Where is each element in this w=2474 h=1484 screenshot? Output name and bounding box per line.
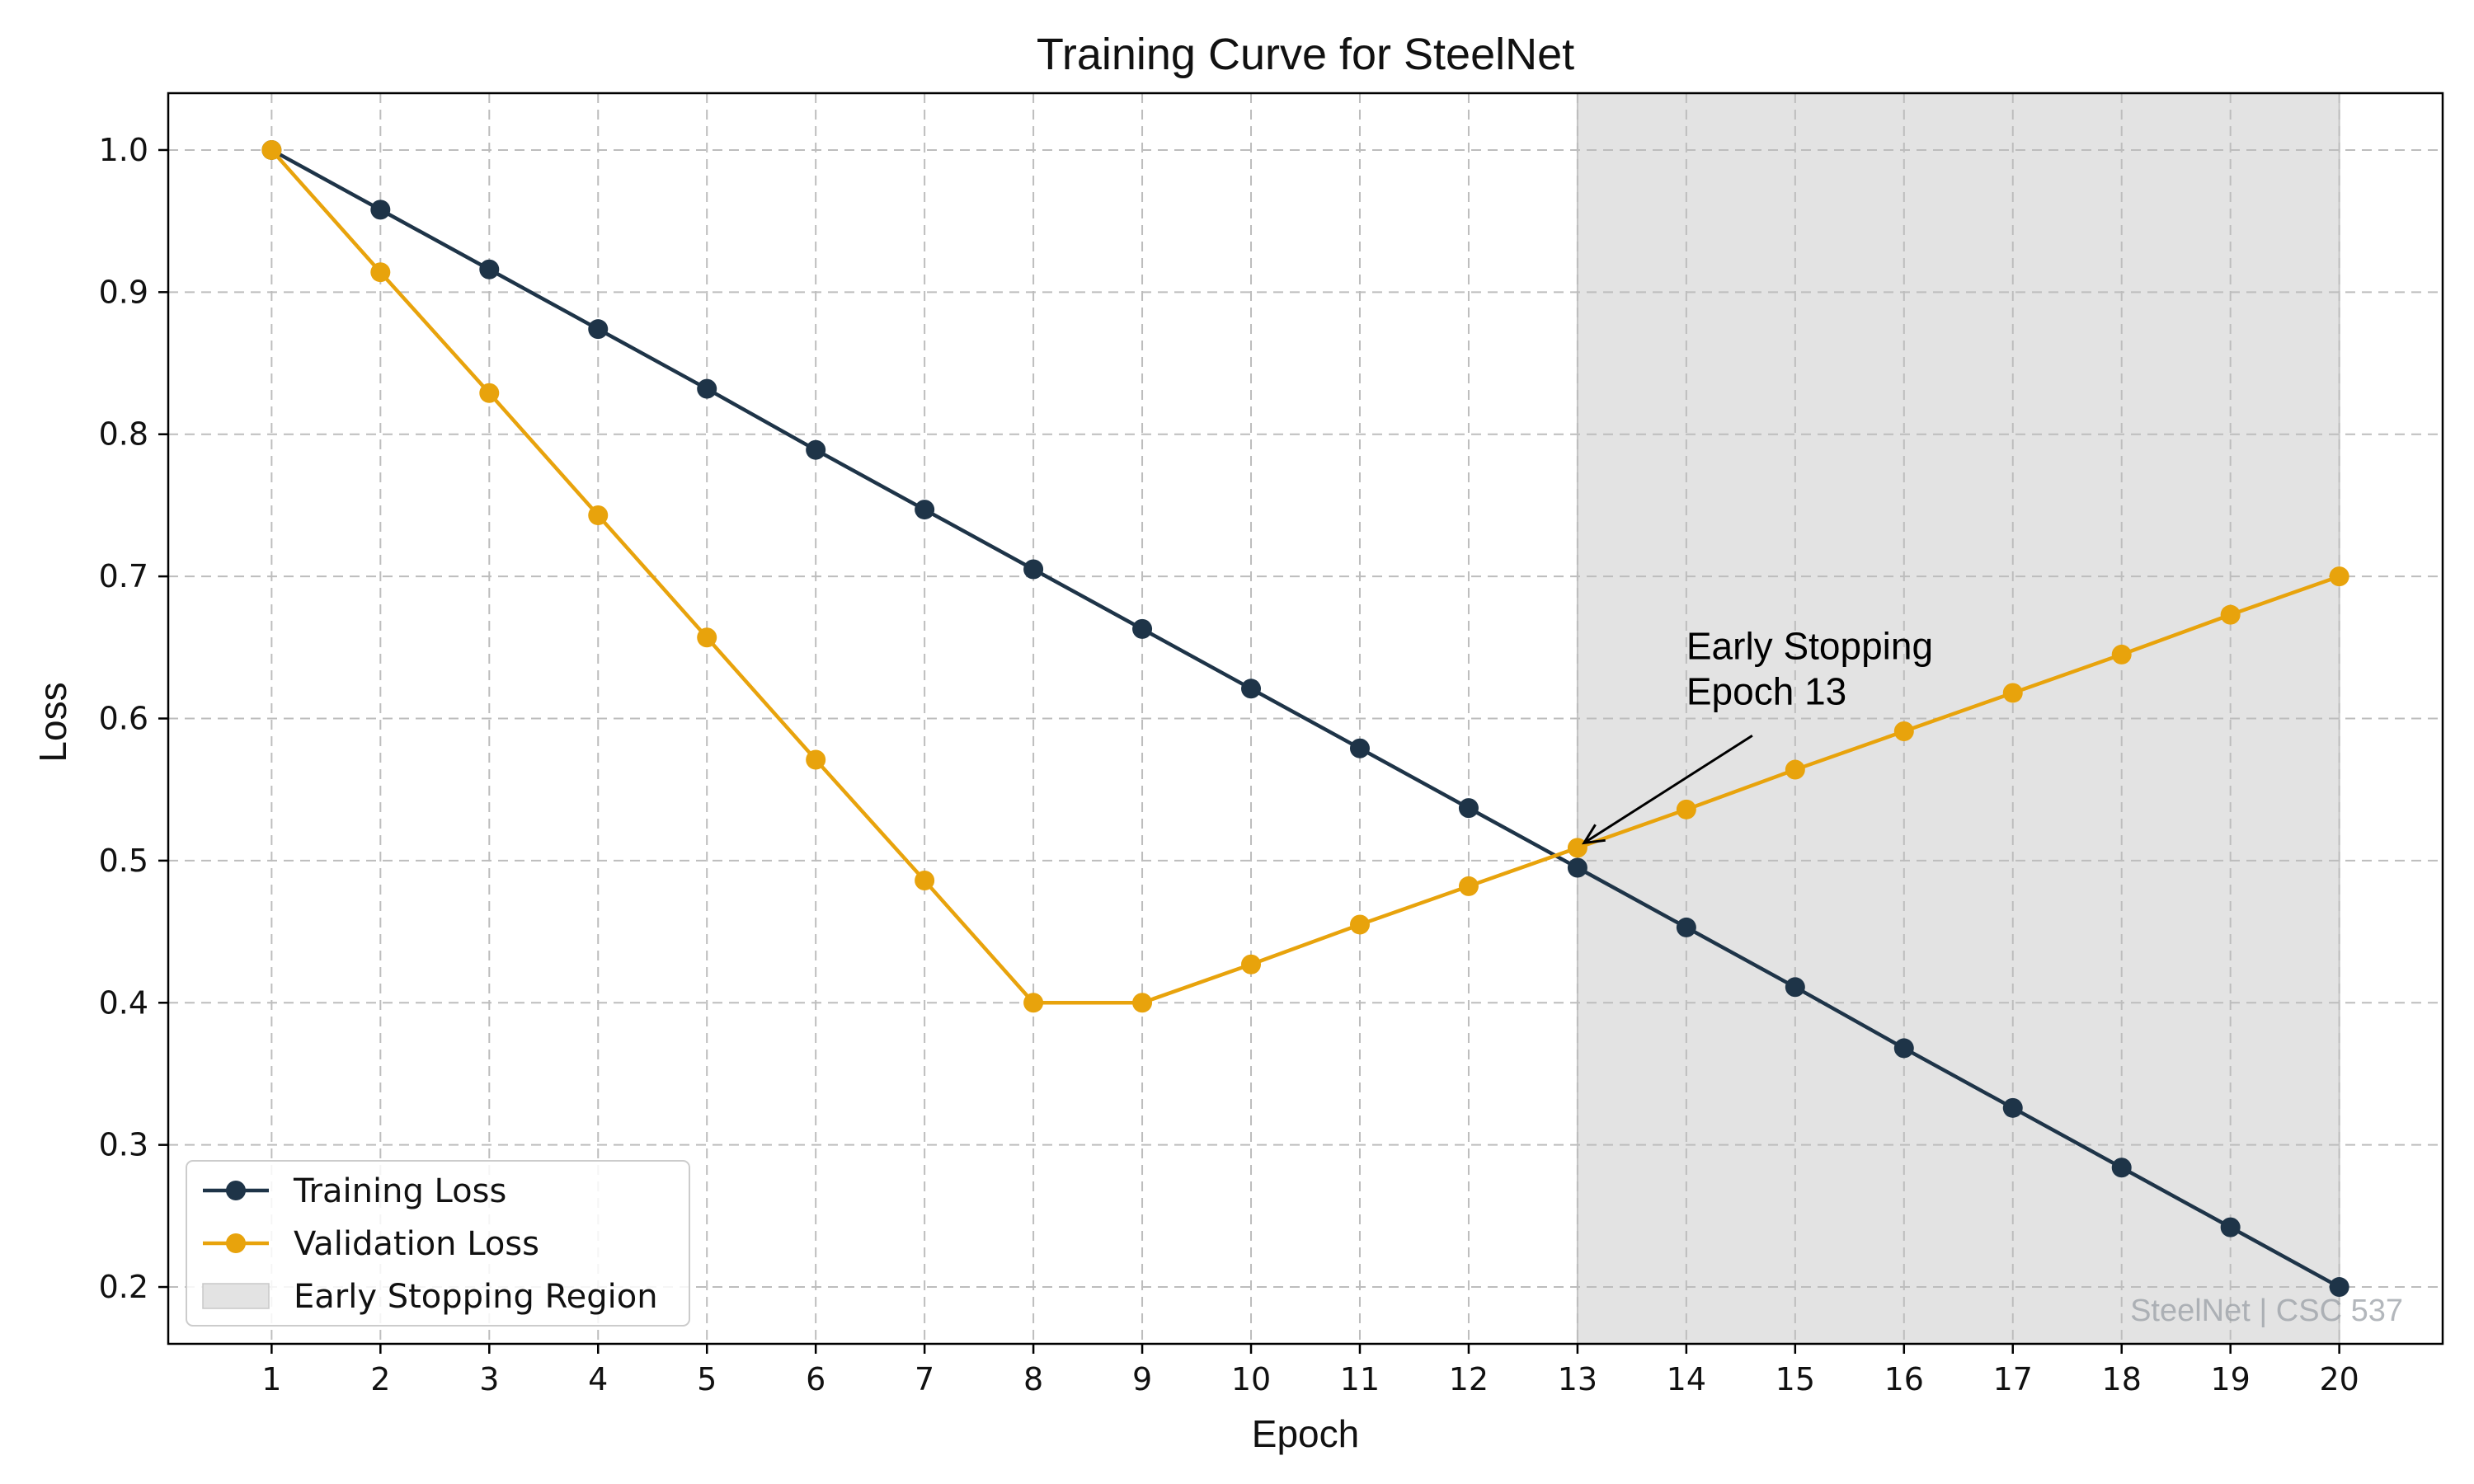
x-tick-label: 14: [1667, 1361, 1706, 1397]
training-loss-point: [2329, 1277, 2349, 1298]
training-loss-point: [2111, 1158, 2132, 1178]
validation-loss-point: [1567, 838, 1587, 858]
training-loss-point: [588, 319, 609, 340]
x-tick-label: 1: [261, 1361, 281, 1397]
legend-swatch-region: [202, 1283, 270, 1309]
training-loss-point: [1458, 798, 1479, 819]
training-loss-point: [1349, 738, 1370, 758]
x-tick-label: 20: [2319, 1361, 2359, 1397]
legend-label: Training Loss: [293, 1172, 506, 1210]
x-tick-label: 18: [2102, 1361, 2142, 1397]
legend-label: Validation Loss: [294, 1225, 539, 1263]
legend-box: [186, 1160, 690, 1327]
y-tick-label: 0.4: [99, 984, 148, 1021]
validation-loss-point: [2002, 683, 2023, 703]
annotation-arrowhead: [1581, 824, 1606, 845]
y-tick-label: 0.5: [99, 843, 148, 879]
x-tick-label: 2: [370, 1361, 390, 1397]
training-loss-point: [806, 439, 826, 460]
validation-loss-point: [1458, 876, 1479, 896]
training-loss-point: [915, 500, 935, 520]
training-loss-point: [370, 200, 391, 220]
annotation-text: Early Stopping: [1686, 624, 1933, 667]
validation-loss-point: [915, 871, 935, 891]
validation-loss-point: [588, 505, 609, 525]
x-tick-label: 17: [1993, 1361, 2033, 1397]
legend: Training Loss Validation Loss Early Stoppi…: [186, 1160, 690, 1327]
validation-loss-point: [261, 139, 282, 160]
validation-loss-point: [2329, 566, 2349, 587]
x-tick-label: 6: [806, 1361, 825, 1397]
validation-loss-point: [479, 383, 500, 403]
validation-loss-point: [1132, 993, 1153, 1013]
validation-loss-point: [1676, 799, 1696, 819]
y-axis-title: Loss: [31, 682, 74, 762]
training-loss-point: [2002, 1097, 2023, 1118]
x-tick-label: 10: [1231, 1361, 1271, 1397]
y-tick-label: 0.2: [99, 1269, 148, 1305]
y-tick-label: 0.3: [99, 1127, 148, 1163]
x-tick-label: 5: [697, 1361, 717, 1397]
training-loss-point: [1241, 679, 1262, 699]
validation-loss-point: [370, 262, 391, 283]
x-tick-label: 3: [479, 1361, 499, 1397]
training-loss-point: [1132, 618, 1153, 639]
y-tick-label: 0.8: [99, 416, 148, 453]
y-tick-label: 0.7: [99, 558, 148, 594]
validation-loss-point: [1785, 759, 1805, 780]
y-tick-label: 0.9: [99, 274, 148, 310]
validation-loss-point: [1023, 993, 1044, 1013]
validation-loss-point: [1349, 914, 1370, 935]
chart-title: Training Curve for SteelNet: [1037, 30, 1574, 79]
x-tick-label: 12: [1449, 1361, 1489, 1397]
x-tick-label: 9: [1132, 1361, 1152, 1397]
x-tick-label: 7: [915, 1361, 934, 1397]
annotation-arrow: [1583, 734, 1753, 844]
training-loss-point: [1893, 1038, 1914, 1059]
x-axis-title: Epoch: [1252, 1412, 1359, 1455]
validation-loss-point: [1893, 721, 1914, 742]
training-loss-point: [1676, 917, 1696, 937]
y-tick-label: 1.0: [99, 132, 148, 168]
legend-swatch-marker: [226, 1181, 246, 1200]
training-loss-point: [1567, 857, 1587, 878]
legend-label: Early Stopping Region: [294, 1278, 658, 1316]
x-tick-label: 15: [1776, 1361, 1815, 1397]
training-loss-point: [2220, 1217, 2241, 1237]
validation-loss-point: [697, 627, 717, 648]
plot-area: 1 2 3 4 5 6 7 8 9 10 11 12 13 14 15 16 17 18 19 200.20.30.4…: [99, 92, 2444, 1397]
x-tick-label: 4: [588, 1361, 608, 1397]
watermark-text: SteelNet | CSC 537: [2130, 1294, 2403, 1328]
training-loss-point: [697, 378, 717, 399]
annotation-text: Epoch 13: [1686, 669, 1846, 712]
legend-swatch-marker: [226, 1233, 246, 1253]
validation-loss-point: [2220, 604, 2241, 625]
x-tick-label: 16: [1884, 1361, 1924, 1397]
validation-loss-point: [806, 749, 826, 770]
y-tick-label: 0.6: [99, 701, 148, 737]
x-tick-label: 8: [1023, 1361, 1043, 1397]
training-loss-point: [1023, 559, 1044, 580]
validation-loss-line: [270, 148, 2340, 1005]
training-loss-line: [270, 148, 2340, 1289]
validation-loss-point: [2111, 644, 2132, 665]
x-tick-label: 11: [1340, 1361, 1380, 1397]
validation-loss-point: [1241, 954, 1262, 974]
training-loss-point: [1785, 977, 1805, 998]
x-tick-label: 13: [1558, 1361, 1597, 1397]
training-loss-point: [479, 259, 500, 279]
x-tick-label: 19: [2210, 1361, 2250, 1397]
